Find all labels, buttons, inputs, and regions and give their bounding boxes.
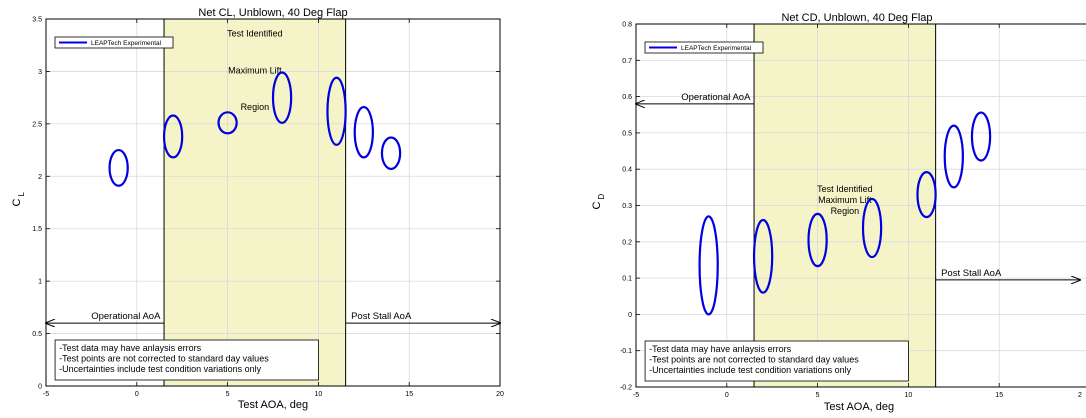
notes-box: -Test data may have anlaysis errors-Test… [54,339,319,381]
y-tick-label: 2 [38,174,42,181]
y-tick-label: 2.5 [32,121,42,128]
region-label-line: Region [241,102,270,112]
note-line: -Test data may have anlaysis errors [59,343,202,353]
y-tick-label: 0.4 [622,167,632,174]
legend-frame [54,36,174,49]
data-point-ellipse [380,136,402,171]
data-series [698,111,992,316]
x-tick-label: 5 [226,391,230,398]
note-line: -Test points are not corrected to standa… [649,355,859,365]
y-axis-label-subscript: L [17,192,26,197]
data-point-ellipse [943,124,964,189]
x-tick-label: 10 [905,392,913,399]
legend: LEAPTech Experimental [644,41,764,54]
legend-entry: LEAPTech Experimental [91,40,162,47]
data-point-ellipse [752,218,774,294]
region-label-line: Region [831,206,860,216]
legend-entry: LEAPTech Experimental [681,45,752,52]
chart-title: Net CL, Unblown, 40 Deg Flap [198,7,347,19]
axes-frame [45,18,501,387]
data-point-ellipse [271,71,293,124]
y-axis-label: CL [11,192,26,207]
x-axis-label: Test AOA, deg [824,401,894,413]
aoa-arrow-label: Operational AoA [681,92,751,103]
data-series [108,71,402,187]
y-tick-label: 0.5 [622,130,632,137]
y-axis-label-main: C [11,198,23,206]
chart-1: Test Identified Maximum Lift Region Operati… [11,7,504,411]
region-label-line: Maximum Lift [228,65,282,75]
chart-title: Net CD, Unblown, 40 Deg Flap [781,12,932,24]
notes-box: -Test data may have anlaysis errors-Test… [644,340,909,382]
y-axis-label-main: C [591,201,603,209]
legend-frame [644,41,764,54]
x-tick-label: 10 [315,391,323,398]
data-point-ellipse [108,148,129,187]
data-point-ellipse [162,114,184,159]
data-point-ellipse [353,105,374,159]
x-axis-label: Test AOA, deg [238,399,308,411]
y-tick-label: 0.6 [622,94,632,101]
y-axis-label: CD [591,194,606,210]
note-line: -Uncertainties include test condition va… [59,364,262,374]
max-lift-region [164,19,346,386]
notes-box-frame [644,340,909,382]
y-tick-label: 0.8 [622,22,632,29]
y-tick-label: -0.1 [620,348,632,355]
region-label-line: Test Identified [817,184,873,194]
x-tick-label: 5 [816,392,820,399]
x-tick-label: 15 [995,392,1003,399]
x-tick-label: 0 [135,391,139,398]
data-point-ellipse [807,212,828,268]
data-point-ellipse [916,171,937,219]
notes-box-frame [54,339,319,381]
y-tick-label: 1 [38,279,42,286]
note-line: -Test points are not corrected to standa… [59,354,269,364]
aoa-arrow-label: Post Stall AoA [351,311,412,322]
y-tick-label: 0.7 [622,58,632,65]
y-tick-label: 0 [38,384,42,391]
x-tick-label: -5 [43,391,49,398]
y-tick-label: 0.5 [32,331,42,338]
y-tick-label: 3.5 [32,17,42,24]
region-label-line: Test Identified [227,29,283,39]
y-tick-label: 0.2 [622,239,632,246]
x-tick-label: 20 [496,391,504,398]
y-tick-label: -0.2 [620,385,632,392]
region-label-line: Maximum Lift [818,195,872,205]
x-tick-label: 0 [725,392,729,399]
legend: LEAPTech Experimental [54,36,174,49]
y-tick-label: 3 [38,69,42,76]
x-tick-label: -5 [633,392,639,399]
grid-lines [46,19,500,386]
x-tick-label: 15 [405,391,413,398]
data-point-ellipse [698,215,719,316]
y-tick-label: 0.1 [622,276,632,283]
data-point-ellipse [861,197,883,259]
y-axis-label-subscript: D [597,194,606,200]
data-point-ellipse [217,111,238,135]
note-line: -Test data may have anlaysis errors [649,344,792,354]
y-tick-label: 0.3 [622,203,632,210]
note-line: -Uncertainties include test condition va… [649,365,852,375]
aoa-arrow-label: Post Stall AoA [941,268,1002,279]
aoa-arrow-label: Operational AoA [91,311,161,322]
data-point-ellipse [970,111,992,162]
x-tick-label: 2 [1078,392,1082,399]
data-point-ellipse [326,76,347,146]
y-tick-label: 1.5 [32,226,42,233]
y-tick-label: 0 [628,312,632,319]
